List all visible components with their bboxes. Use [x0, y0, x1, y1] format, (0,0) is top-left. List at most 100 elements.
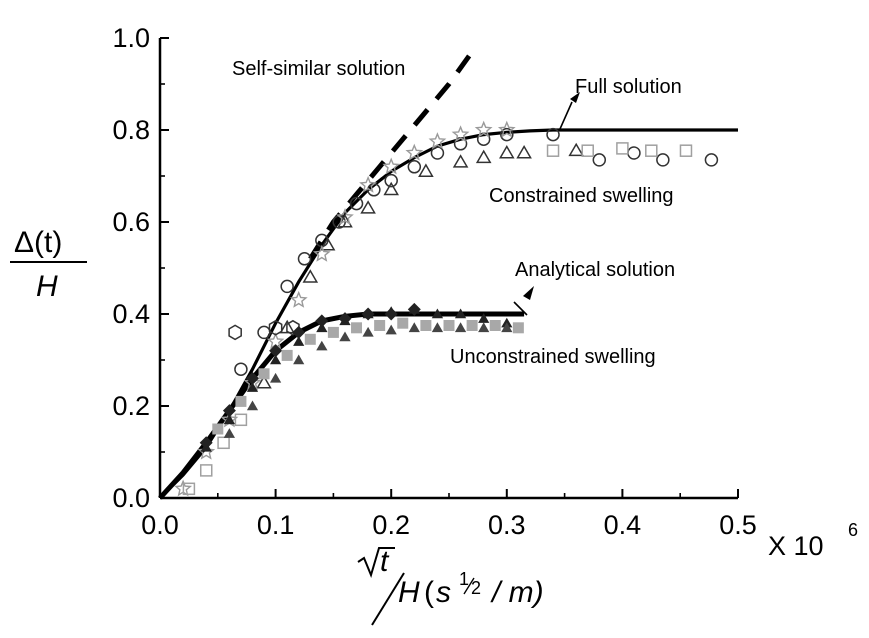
data-point-triangle-open: [302, 269, 319, 283]
data-point-triangle-dark: [223, 428, 235, 438]
x-multiplier-exponent: 6: [848, 520, 858, 540]
data-point-hexagon-open: [286, 319, 300, 336]
annotation-arrows: [513, 92, 580, 316]
analytical-solution-arrowhead: [523, 286, 534, 300]
data-point-triangle-dark: [316, 340, 328, 351]
data-point-diamond-filled: [292, 325, 306, 339]
data-point-square-open: [234, 413, 248, 427]
data-point-star-open: [428, 132, 447, 150]
data-point-diamond-filled: [199, 436, 213, 450]
data-point-triangle-open: [319, 237, 336, 251]
full-solution-arrowhead: [570, 92, 580, 103]
data-point-circle-open: [430, 146, 445, 160]
data-point-star-open: [197, 442, 216, 460]
y-tick-label: 0.2: [112, 391, 150, 421]
data-point-square-open: [199, 464, 213, 477]
data-point-square-open: [182, 482, 196, 496]
y-label-numerator: Δ(t): [14, 226, 62, 259]
data-point-triangle-dark: [408, 322, 420, 333]
series-line-dashed-line: [308, 50, 475, 261]
data-point-circle-open: [280, 279, 294, 294]
data-point-triangle-open: [499, 144, 515, 159]
data-point-square-gray: [281, 349, 293, 361]
series-square-gray: [212, 317, 524, 435]
data-point-triangle-dark: [246, 400, 259, 411]
data-point-square-gray: [489, 320, 501, 331]
data-point-circle-open: [546, 127, 560, 142]
annotation-analytical: Analytical solution: [515, 259, 675, 281]
x-label-denominator: H: [398, 576, 420, 609]
data-point-triangle-open: [452, 154, 469, 168]
data-point-triangle-filled: [246, 382, 259, 392]
data-point-star-open: [336, 208, 354, 225]
data-point-square-gray: [235, 395, 247, 407]
data-point-circle-open: [500, 127, 514, 142]
x-tick-label: 0.0: [141, 510, 179, 540]
sqrt-symbol: [357, 547, 395, 579]
data-point-hexagon-open: [268, 319, 283, 336]
data-point-triangle-dark: [385, 324, 397, 335]
x-label-unit-base: s: [436, 576, 451, 609]
data-point-star-open: [312, 244, 331, 262]
data-point-hexagon-open: [228, 324, 242, 341]
data-point-circle-open: [704, 153, 719, 167]
full-solution-arrow: [559, 101, 573, 130]
data-point-star-open: [405, 143, 424, 161]
x-label-exp-den: 2: [471, 578, 481, 598]
series-solid-line: [158, 128, 738, 500]
data-point-triangle-filled: [270, 354, 282, 365]
x-tick-label: 0.3: [488, 510, 526, 540]
data-point-square-gray: [374, 320, 386, 331]
data-point-square-open: [546, 144, 560, 157]
data-point-diamond-filled: [269, 344, 283, 358]
data-point-triangle-filled: [431, 308, 444, 319]
data-point-square-open: [616, 142, 629, 155]
x-label-exp-num: 1: [459, 569, 469, 589]
data-point-triangle-open: [360, 200, 376, 214]
data-point-star-open: [474, 120, 493, 138]
data-point-circle-open: [384, 173, 398, 188]
data-point-square-gray: [212, 423, 224, 435]
x-tick-label: 0.5: [719, 510, 757, 540]
data-point-triangle-open: [568, 142, 585, 157]
data-point-triangle-open: [383, 181, 400, 196]
data-point-diamond-filled: [384, 307, 398, 321]
data-point-star-open: [289, 290, 308, 308]
data-point-star-open: [451, 125, 470, 143]
data-point-square-open: [679, 144, 693, 157]
annotation-constrained: Constrained swelling: [489, 185, 674, 207]
data-point-diamond-filled: [246, 371, 259, 385]
data-point-star-open: [382, 157, 401, 175]
x-label-unit-tail: / m): [490, 576, 544, 609]
data-point-circle-open: [656, 153, 670, 167]
data-point-square-open: [217, 436, 230, 450]
series-triangle-dark: [223, 322, 513, 438]
data-point-triangle-dark: [362, 326, 374, 337]
analytical-solution-arrow: [513, 301, 528, 316]
data-point-triangle-dark: [270, 372, 282, 383]
data-point-square-gray: [304, 333, 316, 345]
data-point-circle-open: [407, 160, 422, 174]
x-multiplier-text: X 10: [768, 531, 824, 561]
data-point-circle-open: [592, 153, 607, 167]
y-tick-label: 0.8: [112, 115, 150, 145]
data-point-circle-open: [349, 196, 364, 211]
data-point-triangle-filled: [293, 336, 305, 346]
data-point-diamond-filled: [315, 314, 329, 328]
data-point-triangle-filled: [454, 308, 467, 319]
data-point-triangle-dark: [339, 331, 351, 342]
series-line-solid-line: [158, 128, 738, 500]
data-point-square-gray: [420, 320, 432, 331]
data-point-triangle-open: [256, 374, 272, 389]
data-point-square-gray: [397, 317, 409, 329]
series-line-solid-line-thick: [158, 311, 525, 500]
data-point-triangle-dark: [293, 354, 305, 365]
data-point-triangle-open: [279, 319, 295, 334]
data-point-circle-open: [257, 325, 271, 340]
annotation-full-solution: Full solution: [575, 76, 682, 98]
data-point-triangle-dark: [478, 322, 490, 333]
annotation-unconstrained: Unconstrained swelling: [450, 346, 656, 368]
data-point-triangle-open: [418, 163, 434, 177]
data-point-diamond-filled: [361, 307, 375, 321]
